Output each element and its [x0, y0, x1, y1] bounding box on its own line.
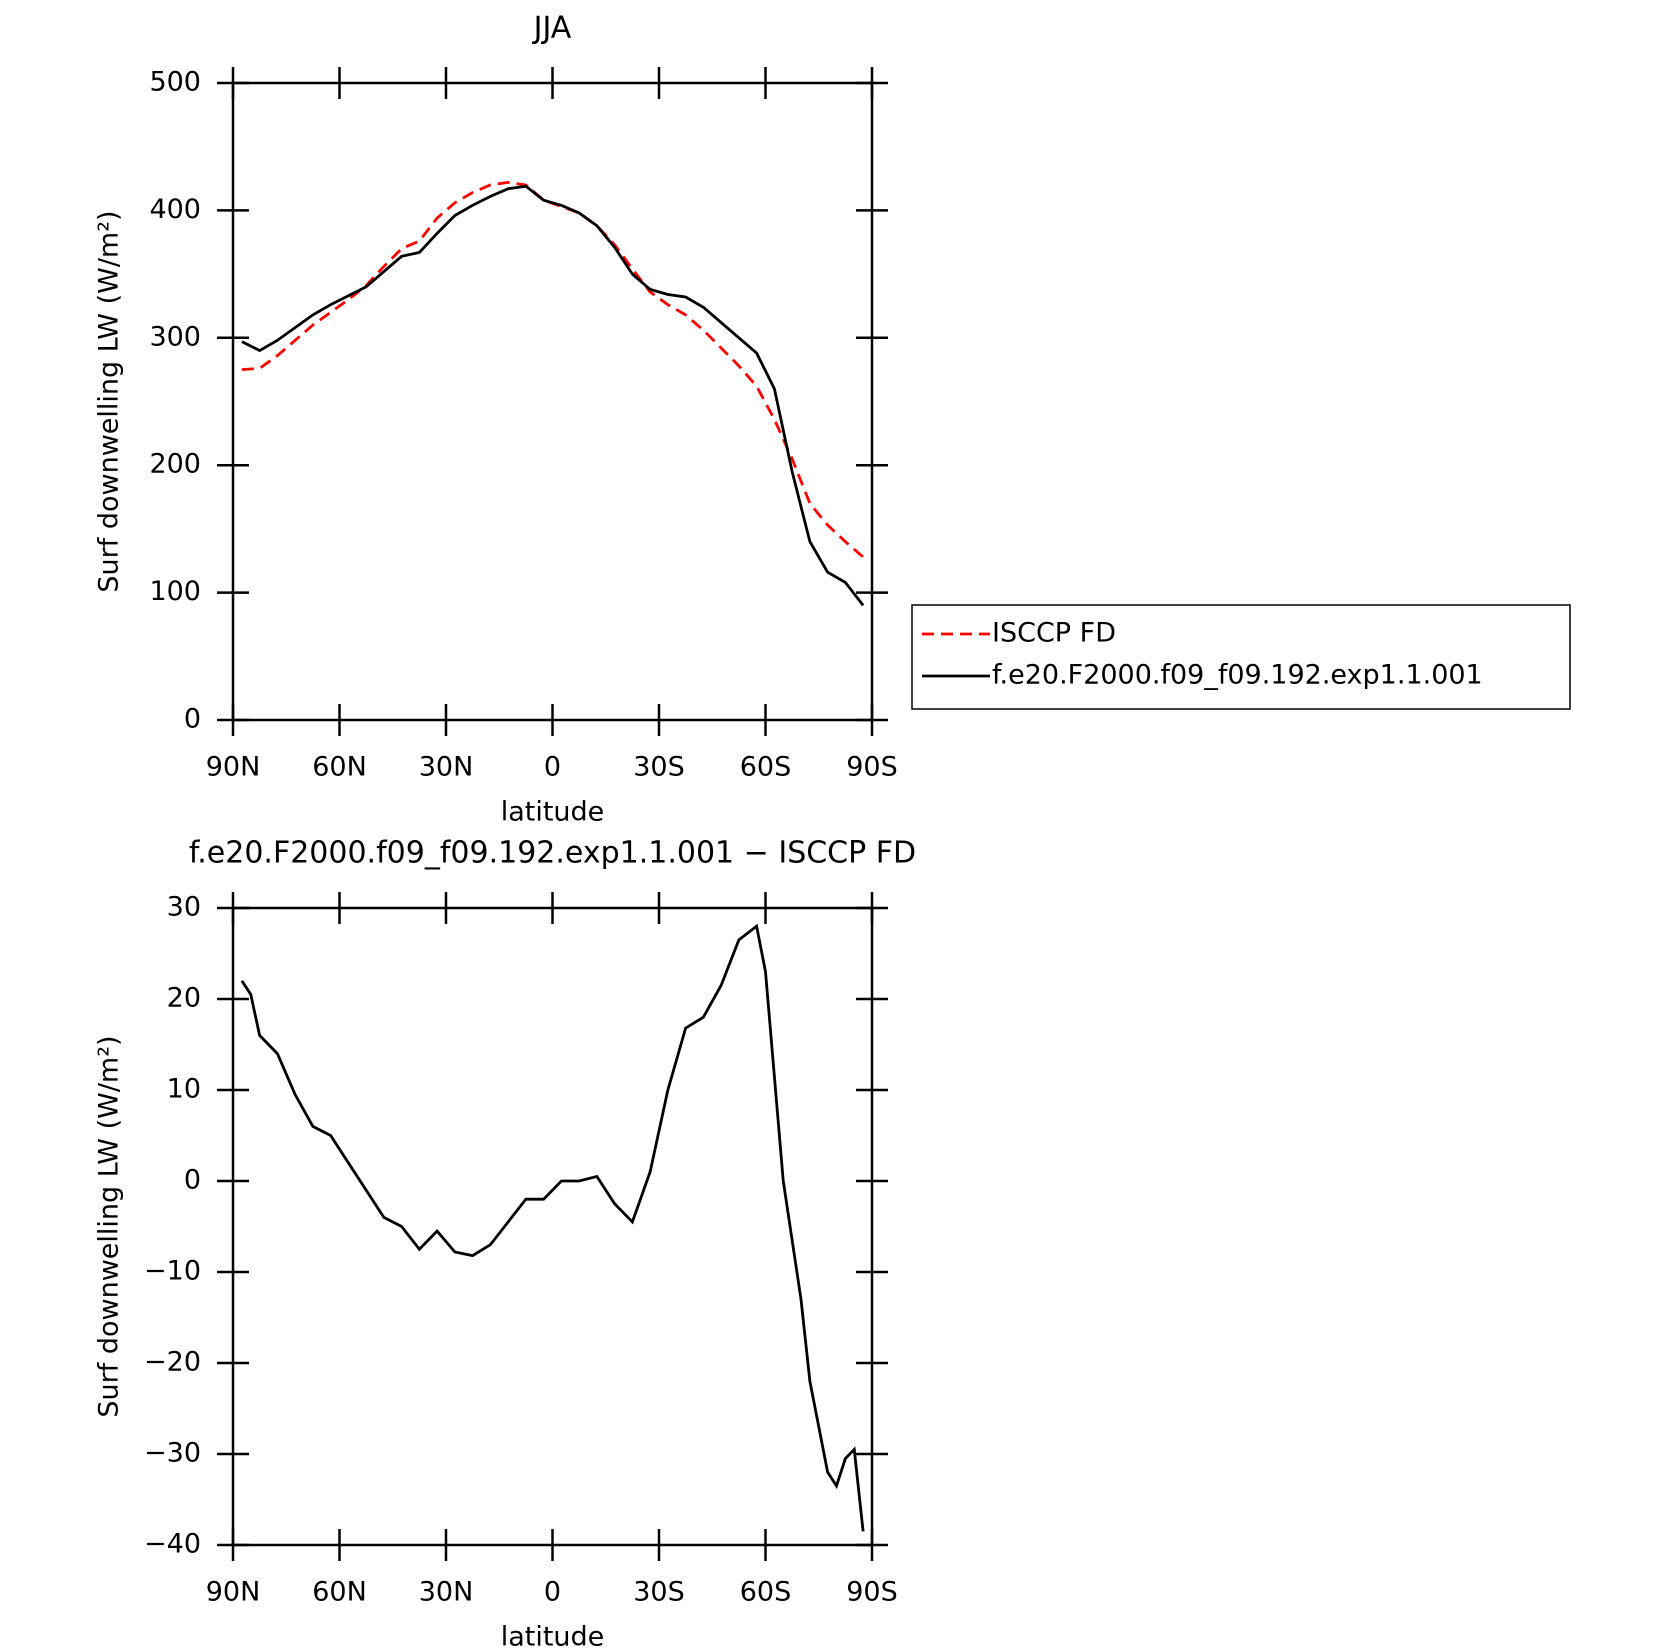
- x-tick-label: 0: [544, 752, 561, 783]
- y-axis-label: Surf downwelling LW (W/m²): [94, 210, 125, 592]
- x-tick-label: 90N: [206, 1577, 261, 1608]
- x-tick-label: 90N: [206, 752, 261, 783]
- y-tick-label: 0: [184, 704, 201, 735]
- y-tick-label: 10: [167, 1074, 201, 1105]
- y-tick-label: 30: [167, 892, 201, 923]
- x-tick-label: 30S: [633, 1577, 685, 1608]
- y-tick-label: −10: [144, 1256, 201, 1287]
- series-line: [240, 923, 865, 1532]
- y-tick-label: −30: [144, 1438, 201, 1469]
- legend-box: [911, 604, 1571, 710]
- y-tick-label: 0: [184, 1165, 201, 1196]
- y-tick-label: −20: [144, 1347, 201, 1378]
- x-tick-label: 60S: [740, 1577, 792, 1608]
- x-tick-label: 0: [544, 1577, 561, 1608]
- y-tick-label: 300: [149, 321, 201, 352]
- plot-frame: [231, 906, 874, 1547]
- x-axis-label: latitude: [501, 1622, 605, 1652]
- x-tick-label: 30N: [419, 752, 474, 783]
- y-tick-label: 200: [149, 449, 201, 480]
- y-axis-label: Surf downwelling LW (W/m²): [94, 1035, 125, 1417]
- x-tick-label: 60N: [312, 752, 367, 783]
- x-tick-label: 60S: [740, 752, 792, 783]
- series-line: [241, 184, 865, 607]
- x-tick-label: 90S: [846, 1577, 898, 1608]
- x-tick-label: 90S: [846, 752, 898, 783]
- chart-title: JJA: [532, 11, 572, 46]
- chart-title: f.e20.F2000.f09_f09.192.exp1.1.001 − ISC…: [189, 836, 916, 871]
- series-line: [241, 180, 865, 558]
- legend-label: ISCCP FD: [992, 618, 1116, 649]
- y-tick-label: 500: [149, 67, 201, 98]
- y-tick-label: −40: [144, 1529, 201, 1560]
- x-axis-label: latitude: [501, 797, 605, 828]
- y-tick-label: 100: [149, 576, 201, 607]
- y-tick-label: 400: [149, 194, 201, 225]
- x-tick-label: 60N: [312, 1577, 367, 1608]
- x-tick-label: 30N: [419, 1577, 474, 1608]
- legend-label: f.e20.F2000.f09_f09.192.exp1.1.001: [992, 660, 1483, 691]
- y-tick-label: 20: [167, 983, 201, 1014]
- x-tick-label: 30S: [633, 752, 685, 783]
